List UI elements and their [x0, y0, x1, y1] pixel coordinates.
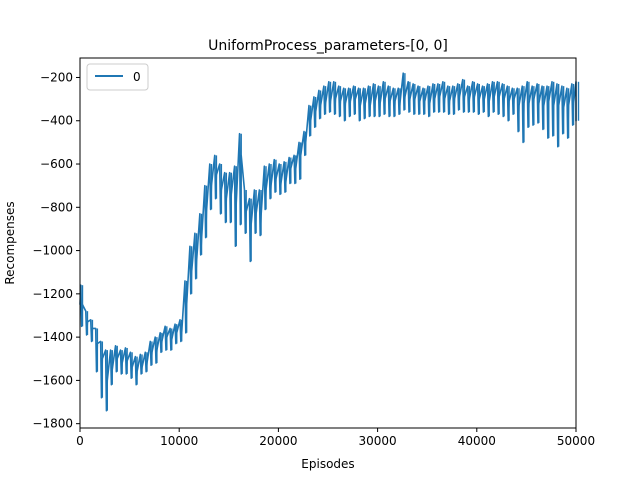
- y-tick-label: −1800: [32, 417, 73, 431]
- x-tick-label: 30000: [359, 434, 397, 448]
- y-axis-ticks: −1800 −1600 −1400 −1200 −1000 −800 −600 −400 −20…: [32, 70, 80, 431]
- x-tick-label: 40000: [458, 434, 496, 448]
- y-tick-label: −1000: [32, 244, 73, 258]
- y-tick-label: −400: [40, 114, 73, 128]
- x-tick-label: 0: [76, 434, 84, 448]
- legend-label: 0: [133, 70, 141, 84]
- y-tick-label: −1200: [32, 287, 73, 301]
- series-layer: [79, 72, 580, 412]
- series-0: [79, 72, 580, 412]
- y-axis-label: Recompenses: [3, 201, 17, 284]
- plot-area-frame: [79, 57, 577, 429]
- y-tick-label: −800: [40, 200, 73, 214]
- y-tick-label: −200: [40, 70, 73, 84]
- y-tick-label: −600: [40, 157, 73, 171]
- x-tick-label: 50000: [557, 434, 595, 448]
- y-tick-label: −1600: [32, 373, 73, 387]
- x-axis-label: Episodes: [301, 457, 354, 471]
- x-tick-label: 20000: [259, 434, 297, 448]
- chart-title: UniformProcess_parameters-[0, 0]: [208, 38, 448, 54]
- x-tick-label: 10000: [160, 434, 198, 448]
- y-tick-label: −1400: [32, 330, 73, 344]
- legend: 0: [86, 63, 149, 91]
- x-axis-ticks: 0 10000 20000 30000 40000 50000: [76, 428, 595, 448]
